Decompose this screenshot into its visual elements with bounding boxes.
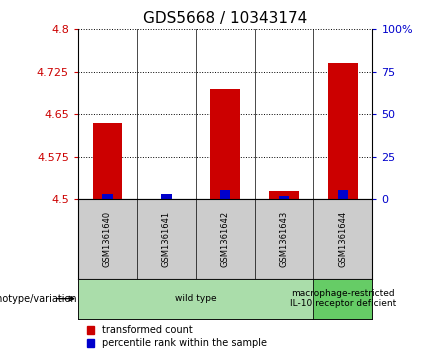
Text: GSM1361643: GSM1361643 <box>280 211 288 267</box>
Bar <box>220 190 230 199</box>
Bar <box>102 195 113 199</box>
Text: GSM1361640: GSM1361640 <box>103 211 112 267</box>
Text: GSM1361644: GSM1361644 <box>339 211 347 267</box>
Bar <box>161 195 171 199</box>
Text: GSM1361642: GSM1361642 <box>221 211 229 267</box>
Text: macrophage-restricted
IL-10 receptor deficient: macrophage-restricted IL-10 receptor def… <box>290 289 396 308</box>
Title: GDS5668 / 10343174: GDS5668 / 10343174 <box>143 12 307 26</box>
Bar <box>93 123 122 199</box>
Bar <box>328 63 358 199</box>
Bar <box>78 279 313 319</box>
Bar <box>210 89 240 199</box>
Text: genotype/variation: genotype/variation <box>0 294 77 303</box>
Legend: transformed count, percentile rank within the sample: transformed count, percentile rank withi… <box>83 322 271 352</box>
Bar <box>338 190 348 199</box>
Text: GSM1361641: GSM1361641 <box>162 211 171 267</box>
Bar <box>313 279 372 319</box>
Bar <box>279 196 289 199</box>
Text: wild type: wild type <box>175 294 216 303</box>
Bar <box>269 191 299 199</box>
